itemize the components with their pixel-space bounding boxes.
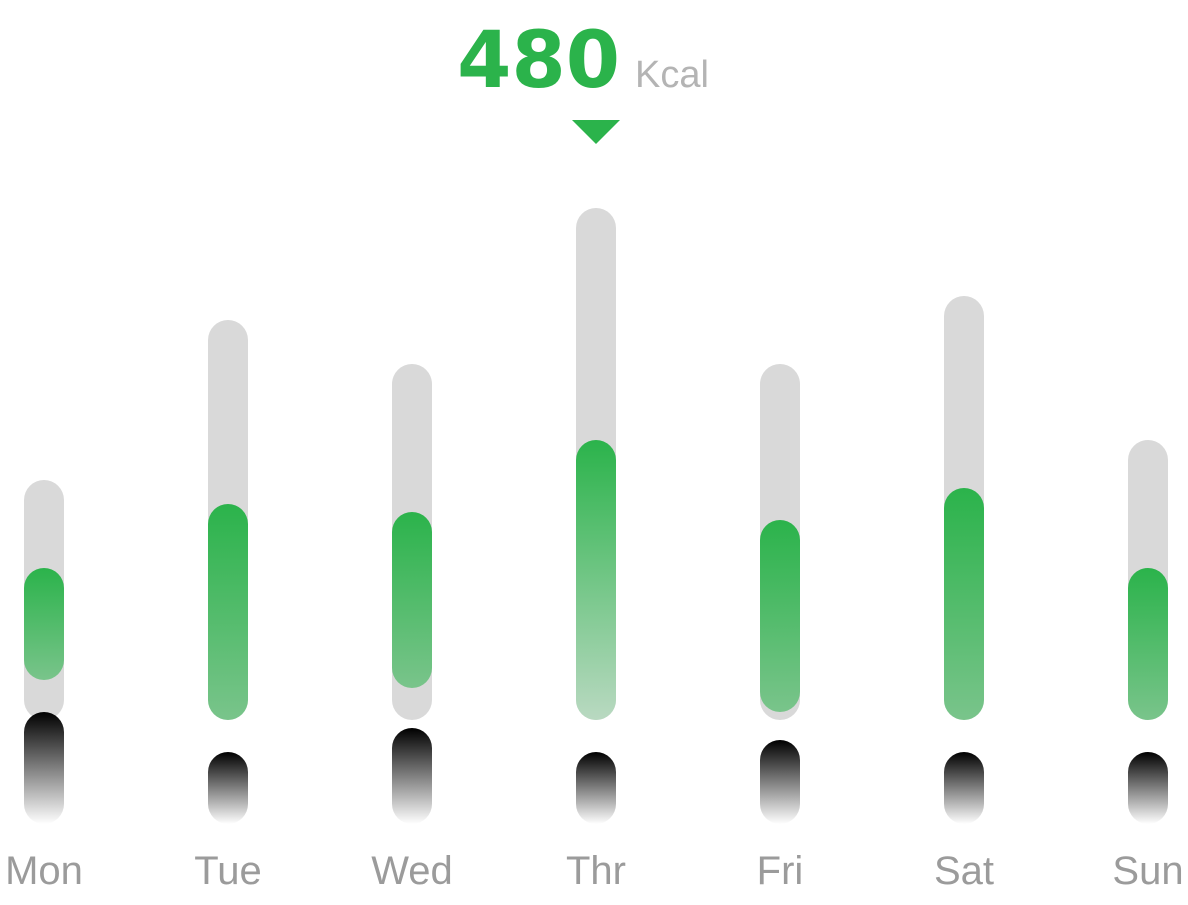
burned-bar-fri[interactable] — [760, 520, 800, 712]
lower-bar-thr — [576, 752, 616, 824]
day-label-fri: Fri — [757, 849, 804, 893]
day-label-sun: Sun — [1112, 849, 1183, 893]
day-labels: Mon Tue Wed Thr Fri Sat Sun — [5, 849, 1183, 893]
day-label-wed: Wed — [371, 849, 453, 893]
day-label-mon: Mon — [5, 849, 83, 893]
selected-value-pointer-icon — [572, 120, 620, 144]
burned-bar-wed[interactable] — [392, 512, 432, 688]
lower-bar-mon — [24, 712, 64, 824]
lower-bar-fri — [760, 740, 800, 824]
day-label-thr: Thr — [566, 849, 626, 893]
selected-value-number: 480 — [457, 16, 620, 106]
lower-bar-sun — [1128, 752, 1168, 824]
lower-bar-wed — [392, 728, 432, 824]
lower-bar-sat — [944, 752, 984, 824]
day-label-tue: Tue — [194, 849, 261, 893]
burned-bar-thr[interactable] — [576, 440, 616, 720]
burned-bar-sun[interactable] — [1128, 568, 1168, 720]
selected-value-unit: Kcal — [635, 54, 709, 96]
bars — [24, 208, 1168, 824]
burned-bar-tue[interactable] — [208, 504, 248, 720]
selected-value-header: 480 Kcal — [457, 16, 709, 144]
day-label-sat: Sat — [934, 849, 994, 893]
burned-bar-sat[interactable] — [944, 488, 984, 720]
lower-bar-tue — [208, 752, 248, 824]
burned-bar-mon[interactable] — [24, 568, 64, 680]
